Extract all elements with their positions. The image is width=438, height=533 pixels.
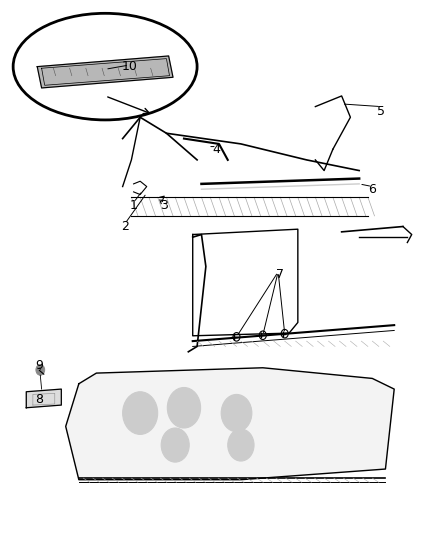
Text: 2: 2 [121, 220, 129, 233]
Text: 1: 1 [130, 199, 138, 212]
Polygon shape [66, 368, 394, 480]
Text: 8: 8 [35, 393, 43, 406]
Circle shape [161, 428, 189, 462]
Circle shape [36, 365, 45, 375]
Text: 4: 4 [213, 143, 221, 156]
Text: 5: 5 [377, 106, 385, 118]
Text: 10: 10 [121, 60, 137, 73]
Circle shape [123, 392, 158, 434]
Polygon shape [26, 389, 61, 408]
Text: 9: 9 [35, 359, 43, 372]
Circle shape [228, 429, 254, 461]
Circle shape [221, 394, 252, 432]
Text: 3: 3 [160, 199, 168, 212]
Text: 7: 7 [276, 268, 284, 281]
Circle shape [167, 387, 201, 428]
Text: 6: 6 [368, 183, 376, 196]
Polygon shape [37, 56, 173, 88]
